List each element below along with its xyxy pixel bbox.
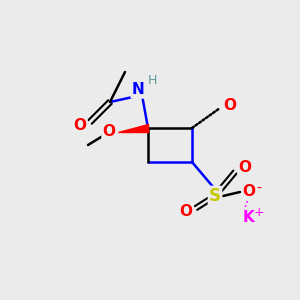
Text: +: + <box>254 206 264 220</box>
Text: N: N <box>132 82 144 98</box>
Text: O: O <box>238 160 251 175</box>
Text: -: - <box>256 182 261 196</box>
Text: O: O <box>179 205 193 220</box>
Text: O: O <box>224 98 236 112</box>
Polygon shape <box>118 124 148 132</box>
Text: S: S <box>209 187 221 205</box>
Text: K: K <box>242 211 254 226</box>
Text: O: O <box>103 124 116 140</box>
Text: O: O <box>242 184 256 200</box>
Text: H: H <box>147 74 157 88</box>
Text: O: O <box>74 118 86 134</box>
